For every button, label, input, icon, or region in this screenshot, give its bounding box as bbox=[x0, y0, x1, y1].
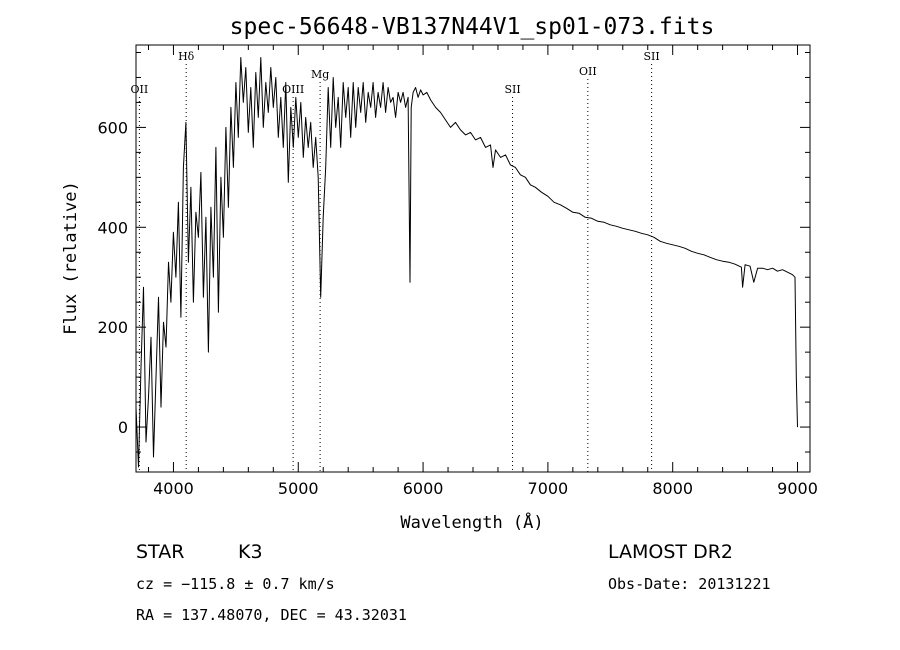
chart-title: spec-56648-VB137N44V1_sp01-073.fits bbox=[230, 14, 715, 40]
emission-line-label: Mg bbox=[311, 68, 329, 81]
x-tick-label: 6000 bbox=[403, 479, 444, 498]
x-axis-label: Wavelength (Å) bbox=[400, 511, 543, 533]
y-tick-label: 0 bbox=[118, 418, 128, 437]
y-tick-label: 600 bbox=[97, 118, 128, 137]
info-block: STAR K3 cz = −115.8 ± 0.7 km/s RA = 137.… bbox=[136, 541, 771, 624]
spectral-subclass: K3 bbox=[238, 541, 263, 563]
axis-ticks: 4000 5000 6000 7000 8000 9000 0 200 400 600 bbox=[97, 45, 818, 498]
y-tick-label: 200 bbox=[97, 318, 128, 337]
x-tick-label: 8000 bbox=[652, 479, 693, 498]
observation-date: Obs-Date: 20131221 bbox=[608, 575, 771, 593]
sky-coordinates: RA = 137.48070, DEC = 43.32031 bbox=[136, 606, 407, 624]
y-axis-label: Flux (relative) bbox=[61, 181, 81, 335]
emission-line-markers: OII Hδ OIII Mg SII OII SII bbox=[131, 50, 660, 472]
x-tick-label: 4000 bbox=[153, 479, 194, 498]
survey-name: LAMOST DR2 bbox=[608, 541, 733, 563]
emission-line-label: OII bbox=[579, 65, 597, 78]
emission-line-label: OII bbox=[131, 83, 149, 96]
series-layer bbox=[135, 57, 798, 468]
x-tick-label: 5000 bbox=[278, 479, 319, 498]
x-tick-label: 7000 bbox=[528, 479, 569, 498]
emission-line-label: SII bbox=[504, 83, 520, 96]
emission-line-label: SII bbox=[643, 50, 659, 63]
spectrum-flux-line bbox=[135, 57, 798, 468]
redshift-cz: cz = −115.8 ± 0.7 km/s bbox=[136, 575, 335, 593]
y-tick-label: 400 bbox=[97, 218, 128, 237]
x-tick-label: 9000 bbox=[777, 479, 818, 498]
emission-line-label: Hδ bbox=[178, 50, 195, 63]
emission-line-label: OIII bbox=[282, 83, 304, 96]
object-class: STAR bbox=[136, 541, 184, 563]
